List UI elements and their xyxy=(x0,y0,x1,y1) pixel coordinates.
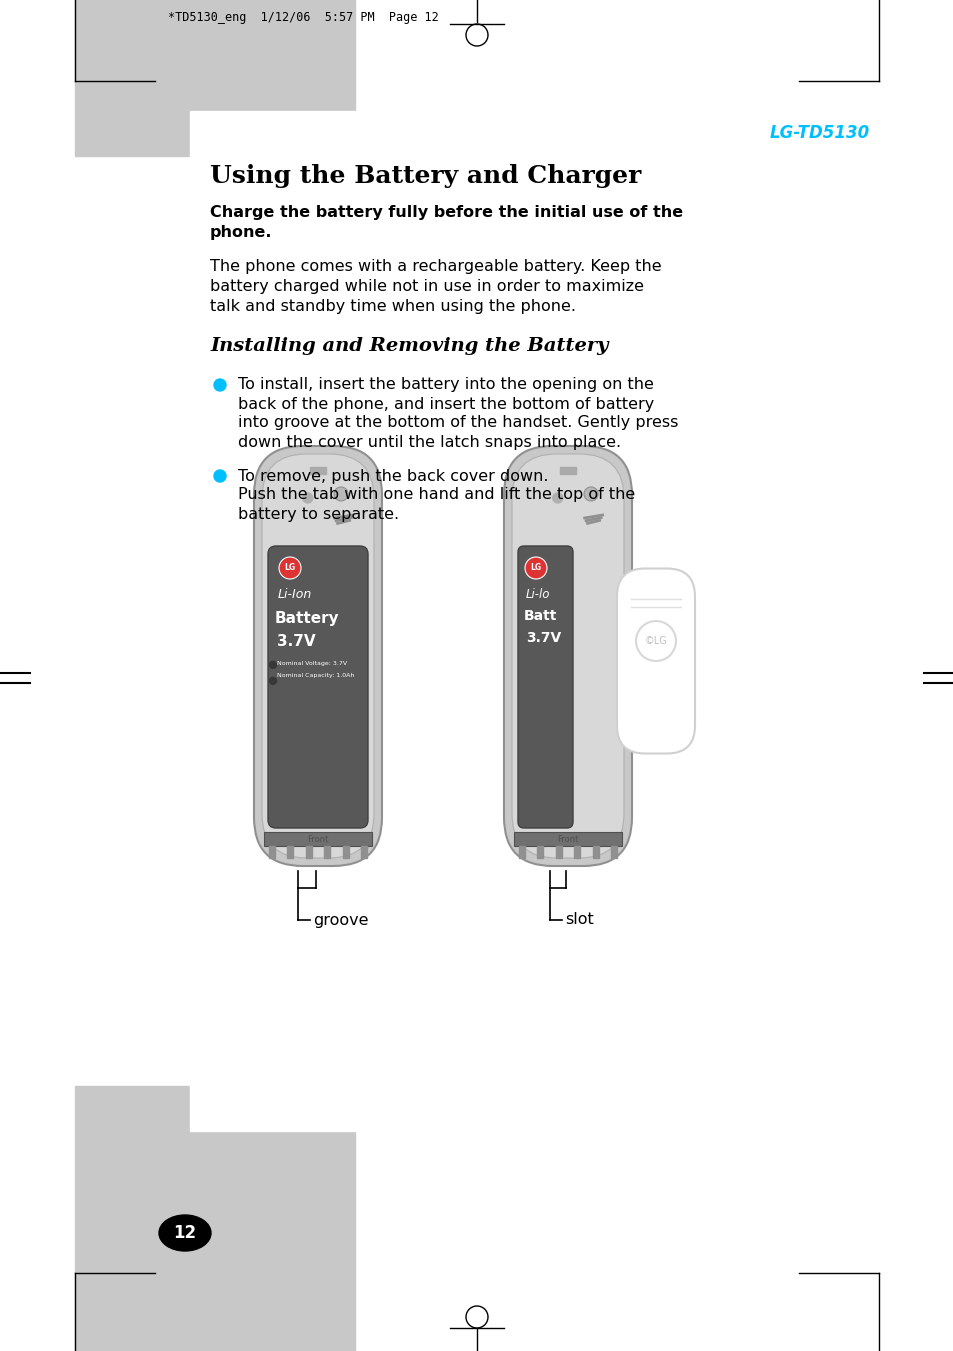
Circle shape xyxy=(269,662,276,669)
Bar xyxy=(574,846,579,858)
Text: Front: Front xyxy=(307,835,329,843)
Bar xyxy=(190,111,924,1131)
Text: Battery: Battery xyxy=(274,611,339,626)
Text: down the cover until the latch snaps into place.: down the cover until the latch snaps int… xyxy=(237,435,620,450)
Text: Li-Ion: Li-Ion xyxy=(277,588,312,600)
Bar xyxy=(559,467,576,474)
Circle shape xyxy=(278,557,301,580)
Circle shape xyxy=(636,621,676,661)
Bar xyxy=(310,467,326,474)
Bar xyxy=(592,846,598,858)
Bar xyxy=(75,1086,355,1351)
Bar xyxy=(324,846,330,858)
Text: Charge the battery fully before the initial use of the: Charge the battery fully before the init… xyxy=(210,205,682,220)
Bar xyxy=(610,846,617,858)
FancyBboxPatch shape xyxy=(517,546,573,828)
Text: LG-TD5130: LG-TD5130 xyxy=(769,124,869,142)
Text: The phone comes with a rechargeable battery. Keep the: The phone comes with a rechargeable batt… xyxy=(210,258,661,273)
Text: ©LG: ©LG xyxy=(644,636,667,646)
Bar xyxy=(269,846,274,858)
Text: into groove at the bottom of the handset. Gently press: into groove at the bottom of the handset… xyxy=(237,416,678,431)
FancyBboxPatch shape xyxy=(268,546,368,828)
Text: LG: LG xyxy=(284,563,295,573)
Text: slot: slot xyxy=(564,912,593,928)
Ellipse shape xyxy=(583,486,598,501)
Text: 3.7V: 3.7V xyxy=(276,635,315,650)
Bar xyxy=(537,846,543,858)
Bar xyxy=(514,832,621,846)
Bar xyxy=(75,0,355,155)
Text: Li-lo: Li-lo xyxy=(525,588,550,600)
Bar xyxy=(556,846,561,858)
Text: Push the tab with one hand and lift the top of the: Push the tab with one hand and lift the … xyxy=(237,488,635,503)
Text: Using the Battery and Charger: Using the Battery and Charger xyxy=(210,163,640,188)
Text: Nominal Capacity: 1.0Ah: Nominal Capacity: 1.0Ah xyxy=(276,674,354,678)
FancyBboxPatch shape xyxy=(262,454,374,858)
Text: To remove, push the back cover down.: To remove, push the back cover down. xyxy=(237,469,548,484)
Circle shape xyxy=(269,677,276,685)
Text: *TD5130_eng  1/12/06  5:57 PM  Page 12: *TD5130_eng 1/12/06 5:57 PM Page 12 xyxy=(168,11,438,23)
Ellipse shape xyxy=(552,493,562,503)
Text: groove: groove xyxy=(313,912,368,928)
Text: talk and standby time when using the phone.: talk and standby time when using the pho… xyxy=(210,299,576,313)
Ellipse shape xyxy=(302,493,313,503)
Ellipse shape xyxy=(159,1215,211,1251)
Bar xyxy=(360,846,367,858)
Text: LG: LG xyxy=(530,563,541,573)
Bar xyxy=(287,846,294,858)
Bar xyxy=(342,846,348,858)
Circle shape xyxy=(524,557,546,580)
Text: Nominal Voltage: 3.7V: Nominal Voltage: 3.7V xyxy=(276,662,347,666)
Circle shape xyxy=(213,380,226,390)
FancyBboxPatch shape xyxy=(253,446,381,866)
Text: 3.7V: 3.7V xyxy=(525,631,560,644)
Bar xyxy=(518,846,524,858)
Text: battery to separate.: battery to separate. xyxy=(237,507,398,521)
Bar xyxy=(264,832,372,846)
FancyBboxPatch shape xyxy=(512,454,623,858)
Circle shape xyxy=(213,470,226,482)
Bar xyxy=(306,846,312,858)
Text: 12: 12 xyxy=(173,1224,196,1242)
Text: back of the phone, and insert the bottom of battery: back of the phone, and insert the bottom… xyxy=(237,396,654,412)
Text: Installing and Removing the Battery: Installing and Removing the Battery xyxy=(210,336,608,355)
Text: Batt: Batt xyxy=(523,609,557,623)
FancyBboxPatch shape xyxy=(617,569,695,754)
FancyBboxPatch shape xyxy=(503,446,631,866)
Text: Front: Front xyxy=(557,835,578,843)
Text: To install, insert the battery into the opening on the: To install, insert the battery into the … xyxy=(237,377,653,393)
Text: phone.: phone. xyxy=(210,226,273,240)
Ellipse shape xyxy=(334,486,348,501)
Text: battery charged while not in use in order to maximize: battery charged while not in use in orde… xyxy=(210,278,643,293)
